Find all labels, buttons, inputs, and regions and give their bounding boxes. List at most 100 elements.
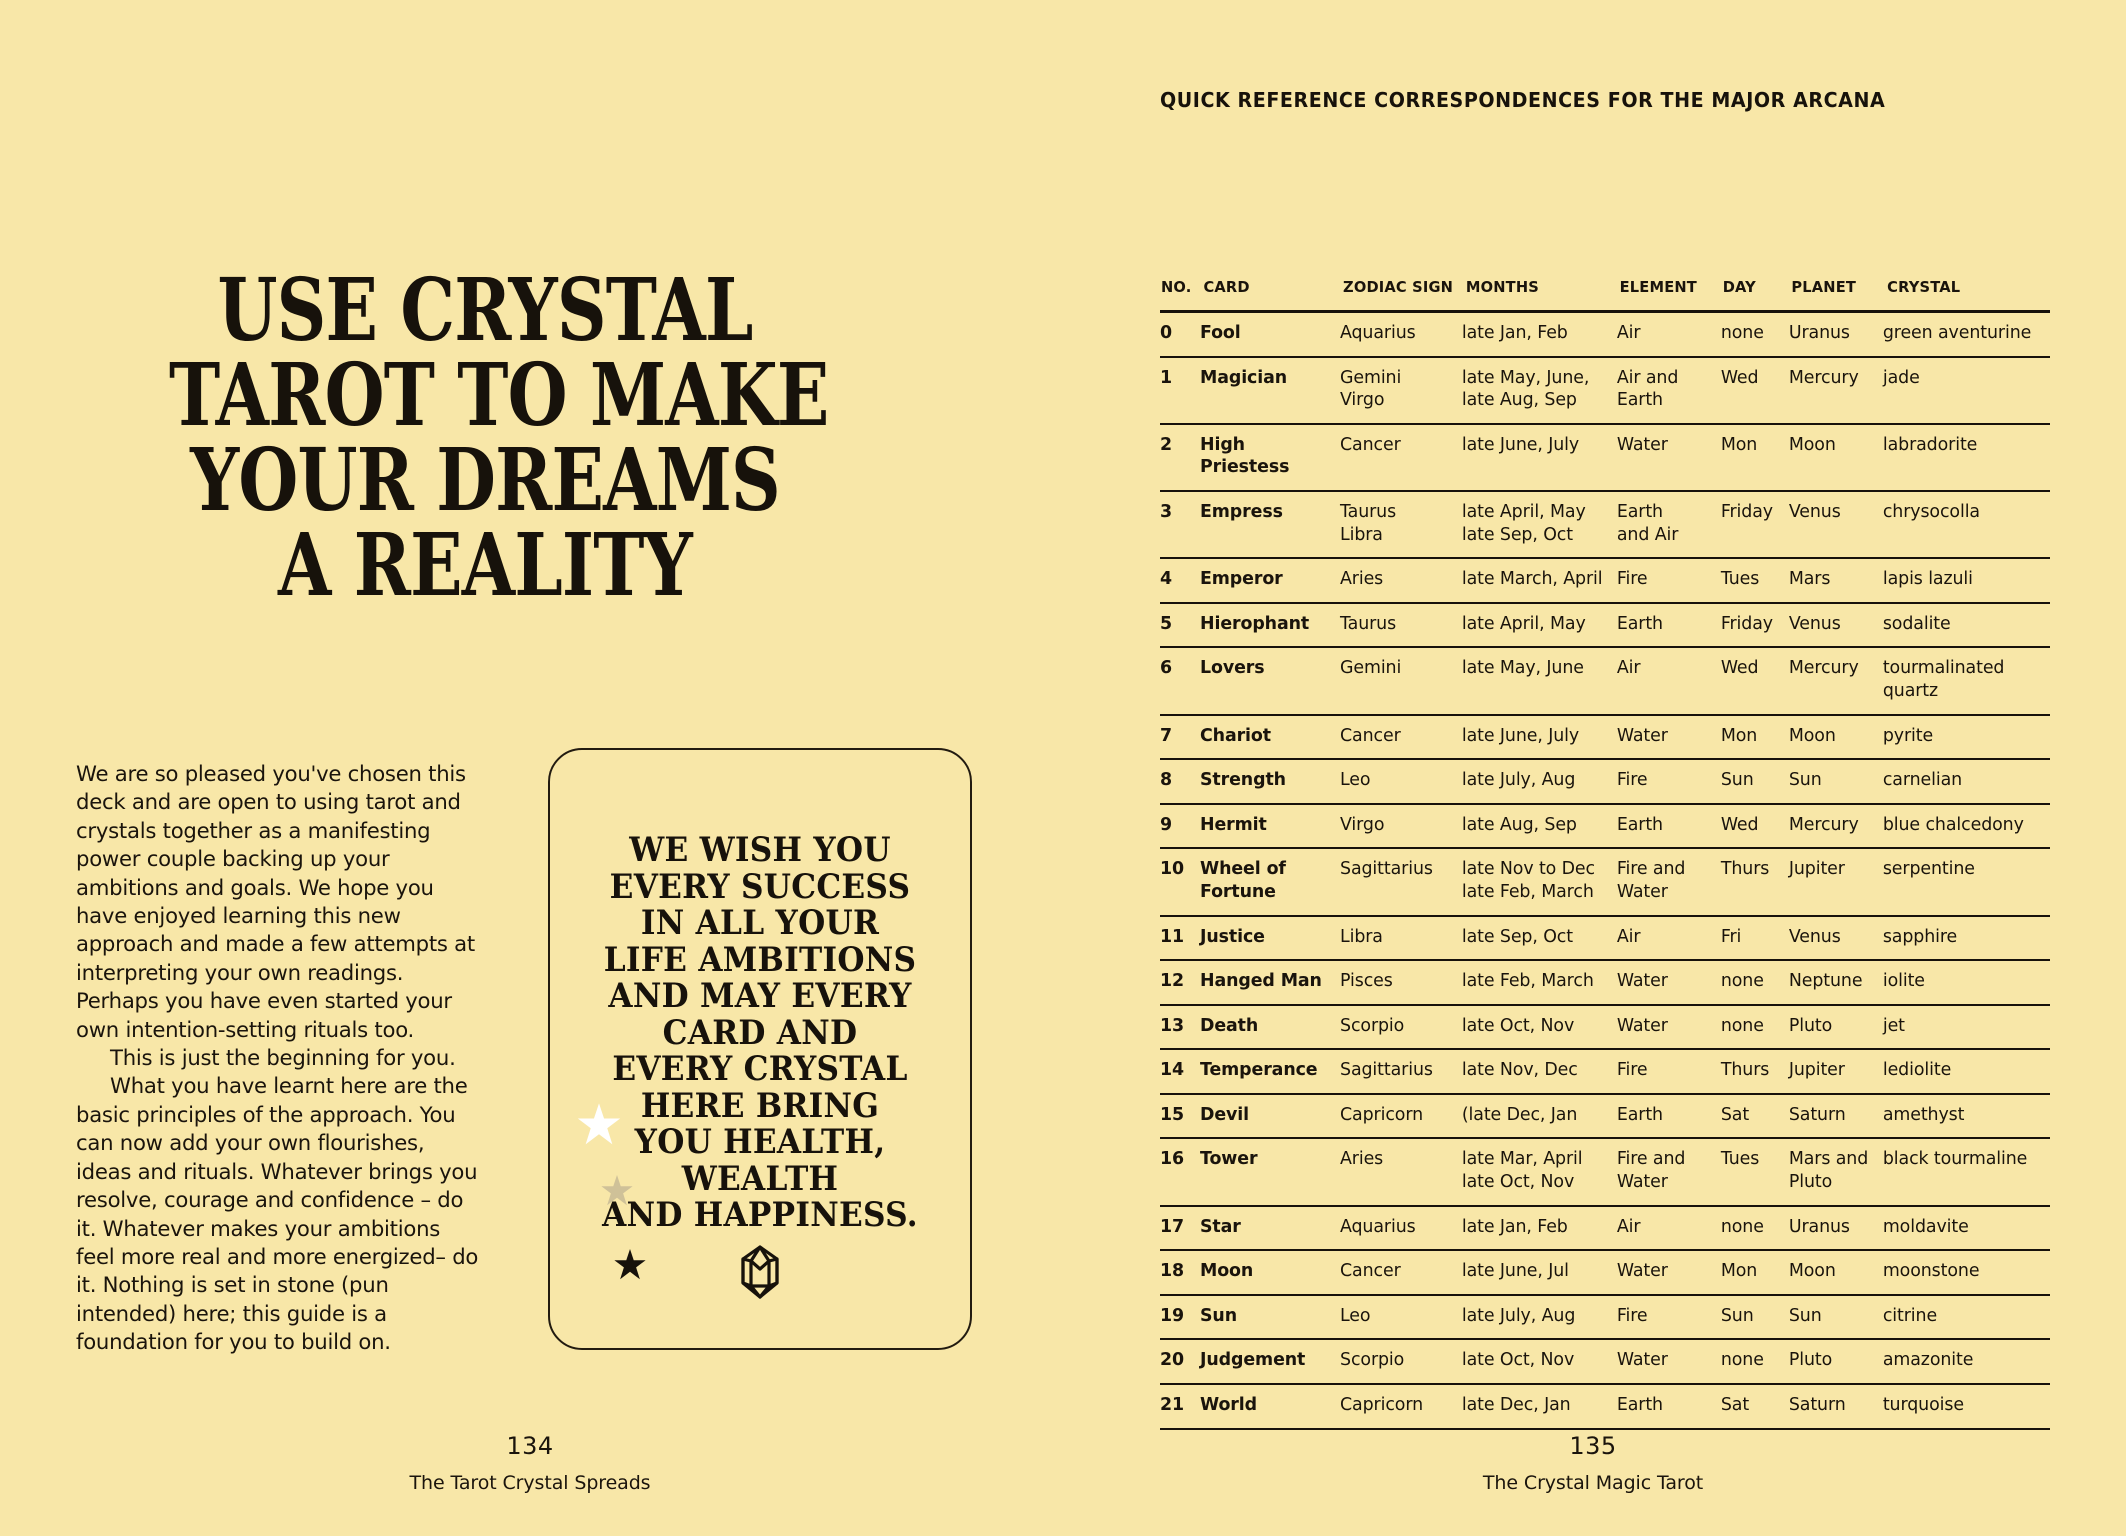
cell-card: Death <box>1200 1015 1259 1036</box>
cell-element: Air <box>1616 1216 1641 1237</box>
cell-months: late Dec, Jan <box>1461 1395 1571 1416</box>
table-header-row: NO. CARD ZODIAC SIGN MONTHS ELEMENT DAY PLANET… <box>1160 278 2050 312</box>
table-row: 10 Wheel of Fortune Sagittarius late Nov to… <box>1160 848 2050 916</box>
table-row: 16 Tower Aries late Mar, April late Oct, Nov… <box>1160 1138 2050 1206</box>
cell-element: Water <box>1616 725 1668 746</box>
table-col-header-0: NO. <box>1161 278 1192 296</box>
cell-zodiac: Aries <box>1340 569 1384 590</box>
cell-day: Tues <box>1720 1149 1760 1170</box>
cell-card: Hierophant <box>1200 613 1310 634</box>
cell-months: late June, Jul <box>1461 1261 1569 1282</box>
table-row: 1 Magician Gemini Virgo late May, June, late … <box>1160 357 2050 424</box>
cell-element: Air <box>1616 658 1641 679</box>
crystal-gem-icon <box>738 1244 782 1300</box>
cell-day: Mon <box>1720 1261 1758 1282</box>
table-col-header-6: PLANET <box>1791 278 1856 296</box>
cell-months: late July, Aug <box>1461 770 1576 791</box>
cell-day: none <box>1720 1216 1764 1237</box>
cell-months: late Feb, March <box>1461 971 1594 992</box>
cell-day: Wed <box>1720 814 1759 835</box>
cell-element: Water <box>1616 1350 1668 1371</box>
table-row: 15 Devil Capricorn (late Dec, Jan Earth Sat Sa… <box>1160 1094 2050 1139</box>
cell-months: late July, Aug <box>1461 1305 1576 1326</box>
cell-card: Emperor <box>1200 569 1283 590</box>
cell-card: Chariot <box>1200 725 1271 746</box>
table-col-header-5: DAY <box>1722 278 1756 296</box>
cell-no: 18 <box>1160 1261 1185 1282</box>
table-row: 21 World Capricorn late Dec, Jan Earth Sat Sat… <box>1160 1384 2050 1429</box>
page-title-line-2: YOUR DREAMS <box>190 430 781 532</box>
page-caption: The Crystal Magic Tarot <box>1482 1472 1704 1494</box>
cell-no: 8 <box>1160 770 1173 791</box>
cell-planet: Moon <box>1788 1261 1836 1282</box>
table-row: 0 Fool Aquarius late Jan, Feb Air none Uranus g… <box>1160 312 2050 357</box>
cell-months: late June, July <box>1461 434 1580 455</box>
wish-line-4: AND MAY EVERY <box>608 976 912 1015</box>
cell-crystal: sapphire <box>1882 926 1958 947</box>
cell-no: 7 <box>1160 725 1173 746</box>
cell-no: 9 <box>1160 814 1173 835</box>
cell-planet: Mercury <box>1788 814 1859 835</box>
table-col-header-3: MONTHS <box>1465 278 1539 296</box>
cell-no: 4 <box>1160 569 1173 590</box>
page-title-line-3: A REALITY <box>278 515 693 617</box>
cell-no: 3 <box>1160 501 1173 522</box>
cell-zodiac: Cancer <box>1340 725 1401 746</box>
wish-line-3: LIFE AMBITIONS <box>603 939 917 979</box>
table-row: 20 Judgement Scorpio late Oct, Nov Water none… <box>1160 1339 2050 1385</box>
cell-no: 21 <box>1160 1395 1185 1416</box>
cell-planet: Saturn <box>1788 1104 1846 1125</box>
cell-element: Fire <box>1616 770 1648 791</box>
cell-card: Sun <box>1200 1305 1237 1326</box>
cell-zodiac: Cancer <box>1340 1261 1401 1282</box>
table-row: 3 Empress Taurus Libra late April, May late S… <box>1160 491 2050 559</box>
cell-planet: Moon <box>1788 434 1836 455</box>
cell-zodiac: Sagittarius <box>1340 859 1433 880</box>
body-text: We are so pleased you've chosen this dec… <box>76 760 480 1357</box>
cell-months: late Jan, Feb <box>1461 323 1568 343</box>
cell-element: Fire <box>1616 569 1648 590</box>
cell-months: late June, July <box>1461 725 1580 746</box>
cell-day: none <box>1720 971 1764 992</box>
cell-crystal: citrine <box>1882 1305 1938 1326</box>
cell-card: Magician <box>1200 367 1288 388</box>
cell-element: Water <box>1616 971 1668 992</box>
cell-crystal: labradorite <box>1882 434 1978 455</box>
cell-months: late April, May <box>1461 613 1586 634</box>
cell-months: late Aug, Sep <box>1461 814 1577 835</box>
cell-months: late May, June, late Aug, Sep <box>1461 367 1590 411</box>
major-arcana-correspondences-table: NO. CARD ZODIAC SIGN MONTHS ELEMENT DAY PLANET… <box>1160 278 2050 1430</box>
wish-line-6: EVERY CRYSTAL <box>612 1049 908 1088</box>
cell-crystal: green aventurine <box>1882 323 2032 343</box>
cell-card: Tower <box>1200 1149 1258 1170</box>
cell-day: Wed <box>1720 658 1759 679</box>
cell-element: Fire <box>1616 1305 1648 1326</box>
page-title-line-0: USE CRYSTAL <box>217 260 753 361</box>
cell-element: Earth <box>1616 613 1663 634</box>
cell-planet: Moon <box>1788 725 1836 746</box>
cell-day: Tues <box>1720 569 1760 590</box>
cell-zodiac: Leo <box>1340 1305 1371 1326</box>
cell-day: Friday <box>1720 613 1773 634</box>
cell-crystal: chrysocolla <box>1882 501 1980 522</box>
cell-no: 19 <box>1160 1305 1185 1326</box>
wish-card: WE WISH YOU EVERY SUCCESS IN ALL YOUR LIFE … <box>548 748 972 1350</box>
folio-left: 134 The Tarot Crystal Spreads <box>330 1432 730 1494</box>
cell-months: late Mar, April late Oct, Nov <box>1461 1149 1583 1193</box>
cell-card: Devil <box>1200 1104 1249 1125</box>
cell-zodiac: Scorpio <box>1340 1350 1405 1371</box>
cell-crystal: iolite <box>1882 971 1925 992</box>
page-number: 135 <box>1569 1432 1617 1460</box>
cell-day: Thurs <box>1720 1060 1770 1081</box>
wish-card-text: WE WISH YOU EVERY SUCCESS IN ALL YOUR LIFE … <box>565 831 956 1234</box>
cell-crystal: lapis lazuli <box>1882 569 1973 590</box>
cell-planet: Jupiter <box>1788 859 1845 880</box>
table-row: 13 Death Scorpio late Oct, Nov Water none Plut… <box>1160 1005 2050 1050</box>
cell-card: Hermit <box>1200 814 1267 835</box>
cell-zodiac: Capricorn <box>1340 1104 1423 1125</box>
cell-months: late Nov, Dec <box>1461 1060 1578 1081</box>
cell-zodiac: Cancer <box>1340 434 1401 455</box>
cell-zodiac: Aquarius <box>1340 323 1416 343</box>
cell-card: Strength <box>1200 770 1286 791</box>
cell-months: late April, May late Sep, Oct <box>1461 501 1586 545</box>
